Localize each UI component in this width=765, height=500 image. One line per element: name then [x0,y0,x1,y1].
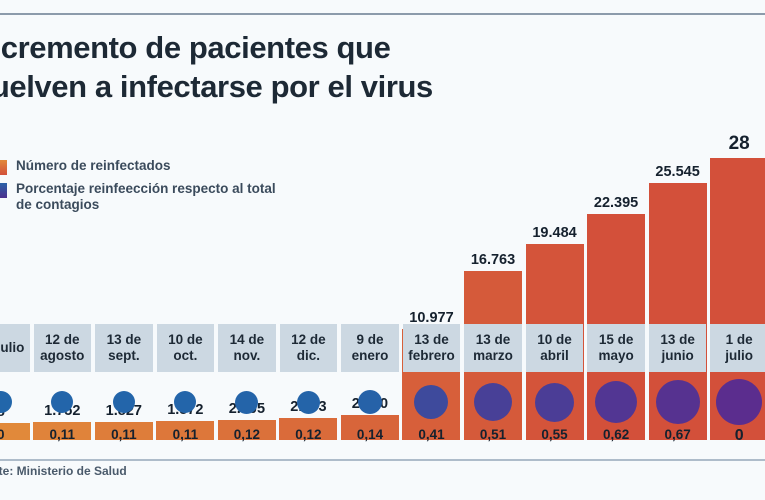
percentage-dot [112,391,135,413]
percentage-dot [414,385,449,419]
dot-wrapper [655,378,700,426]
dot-wrapper [0,378,12,426]
dot-wrapper [296,378,320,426]
bar [33,422,92,440]
percentage-dot [535,382,575,422]
bar [279,418,338,440]
bar [94,421,153,440]
dot-column: 0,41 [401,378,463,442]
percentage-dot [51,391,74,413]
percentage-dot [0,391,12,413]
date-label: 14 de nov. [218,324,276,372]
dot-wrapper [414,378,449,426]
percentage-dot [357,390,382,414]
dot-column: 0,12 [216,378,278,442]
date-label: 15 de mayo [587,324,645,372]
date-label: de julio [0,324,30,372]
dot-wrapper [51,378,74,426]
bar-value-label: 19.484 [532,224,577,241]
date-label: 9 de enero [341,324,399,372]
bar-value-label: 16.763 [470,252,516,269]
dot-column: 0,67 [647,378,709,442]
bar-value-label: 22.395 [593,195,639,212]
bar [156,421,215,440]
date-label: 13 de febrero [402,324,461,372]
percentage-label: 0,11 [111,427,137,442]
bar [0,423,30,440]
legend-label-dots: Porcentaje reinfeección respecto al tota… [16,181,276,213]
page-title: Incremento de pacientes que vuelven a in… [0,30,433,105]
percentage-label: 0,51 [479,427,507,442]
legend-swatch-bars-icon [0,160,7,175]
dot-column: 0,14 [339,378,401,442]
dot-column: 0,12 [278,378,340,442]
bar [217,419,276,440]
date-label: 12 de agosto [33,324,92,372]
date-label: 10 de abril [525,324,584,372]
percentage-dot [716,379,763,425]
date-label: 13 de sept. [95,324,153,372]
bottom-divider [0,459,765,461]
dot-wrapper [595,378,638,426]
percentage-label: 0 [734,427,744,444]
date-label: 1 de julio [710,324,765,372]
legend: Número de reinfectados Porcentaje reinfe… [0,158,292,220]
dot-wrapper [174,378,197,426]
percentage-dot [595,381,638,423]
dot-wrapper [535,378,575,426]
dot-column: 0,62 [585,378,647,442]
dot-wrapper [112,378,135,426]
bar-value-label: 25.545 [655,163,700,180]
legend-item-bars: Número de reinfectados [0,158,292,175]
legend-label-bars: Número de reinfectados [16,158,171,173]
percentage-label: 0,55 [541,427,568,442]
dot-column: 0,11 [93,378,155,442]
percentage-dot [235,390,259,414]
source-note: Fuente: Ministerio de Salud [0,464,127,478]
percentage-label: 0,11 [172,427,199,442]
bar [340,415,399,440]
percentage-label: 0,67 [664,427,691,442]
percentage-dot [474,383,513,421]
percentage-dot-row: 0 0,11 0,11 0,11 0,12 0,12 0,14 0,41 0,51 0,55 0,6… [0,378,765,448]
dot-column: 0,51 [462,378,524,442]
percentage-dot [296,390,320,414]
dot-column: 0,11 [32,378,94,442]
percentage-label: 0,11 [49,427,76,442]
dot-wrapper [357,378,382,426]
percentage-label: 0 [0,427,5,442]
percentage-label: 0,12 [233,427,261,442]
dot-wrapper [235,378,259,426]
percentage-label: 0,62 [602,427,630,442]
percentage-dot [655,380,700,424]
date-label: 13 de junio [648,324,707,372]
legend-item-dots: Porcentaje reinfeección respecto al tota… [0,181,292,214]
bar-value-label: 10.977 [409,310,454,327]
percentage-label: 0,12 [295,427,322,442]
top-divider [0,13,765,15]
dot-wrapper [474,378,513,426]
bar-value-label: 28 [728,133,750,154]
legend-swatch-dots-icon [0,183,7,198]
percentage-label: 0,14 [356,427,384,442]
dot-wrapper [716,378,763,426]
dot-column: 0 [708,378,765,445]
percentage-dot [174,391,197,413]
dot-column: 0,11 [155,378,217,442]
date-label: 12 de dic. [279,324,338,372]
date-label: 13 de marzo [464,324,522,372]
dot-column: 0,55 [524,378,586,442]
dot-column: 0 [0,378,32,442]
date-label: 10 de oct. [156,324,215,372]
percentage-label: 0,41 [418,427,445,442]
